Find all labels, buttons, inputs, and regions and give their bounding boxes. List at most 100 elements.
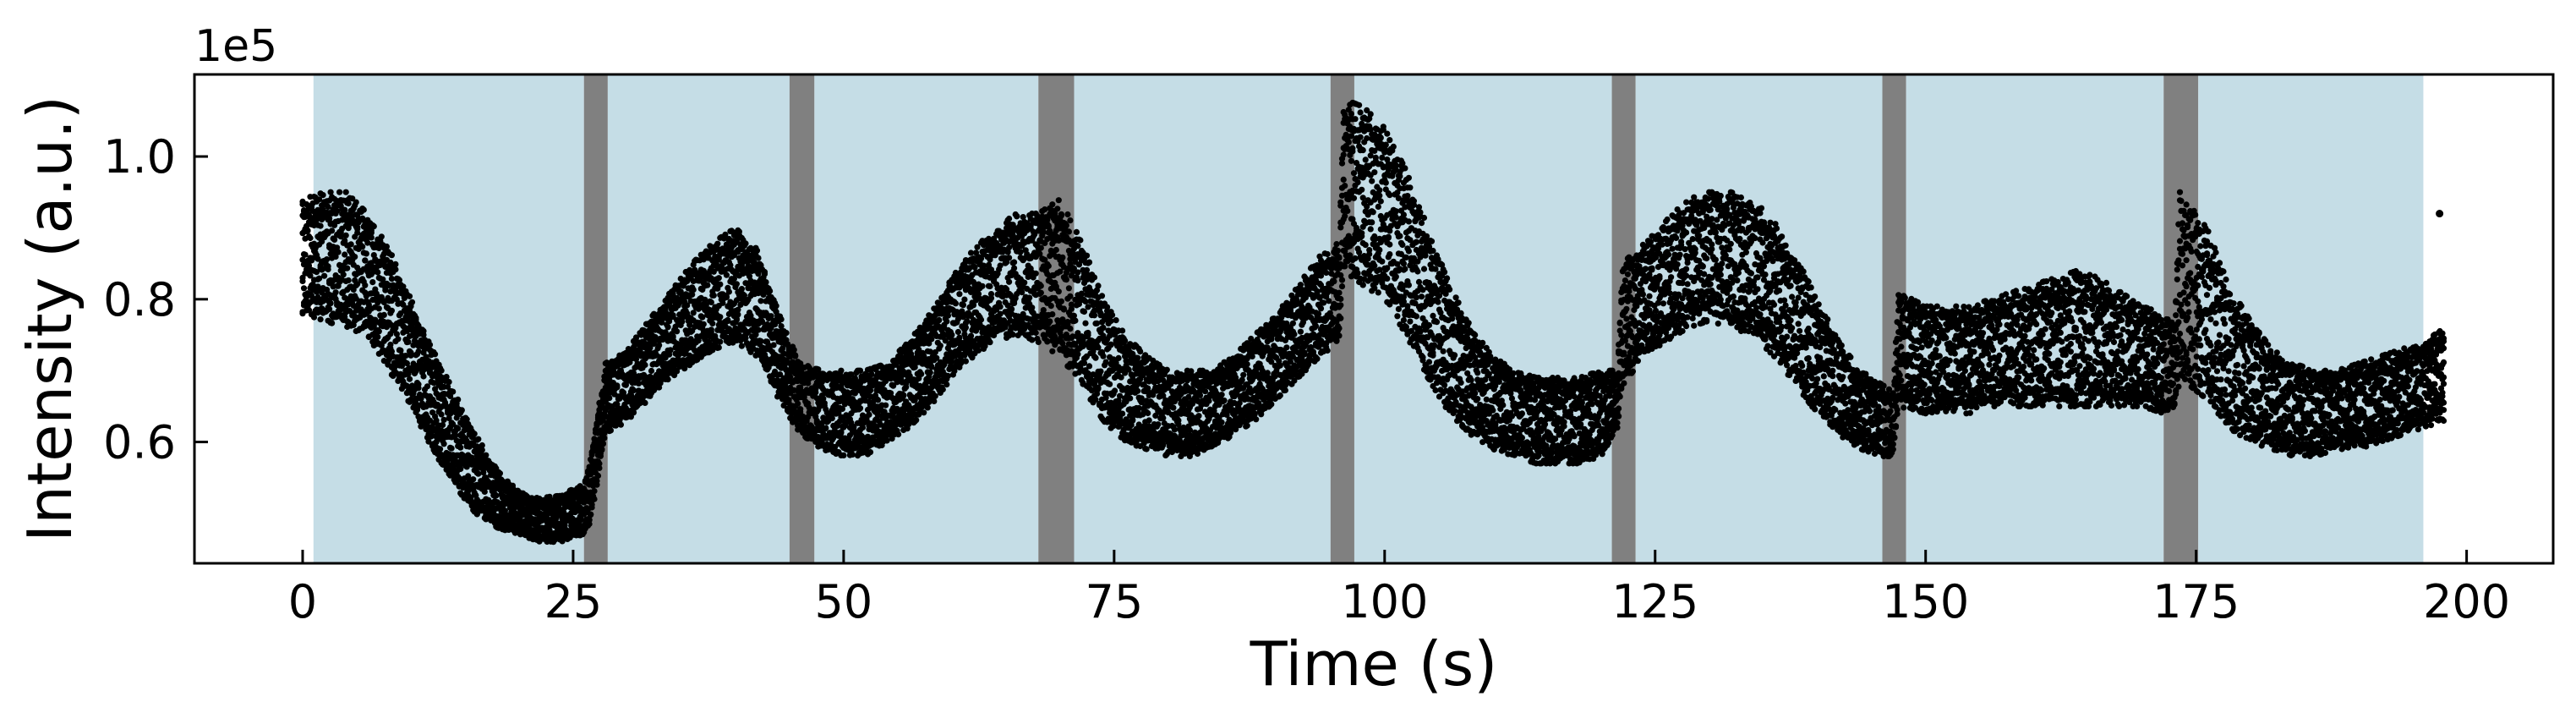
data-point [331, 236, 338, 243]
data-point [979, 282, 986, 289]
data-point [900, 392, 907, 398]
data-point [733, 281, 741, 288]
data-point [596, 460, 603, 467]
data-point [607, 427, 615, 434]
data-point [448, 445, 455, 452]
data-point [943, 381, 950, 388]
data-point [397, 347, 404, 354]
data-point [420, 373, 427, 380]
data-point [648, 367, 655, 375]
data-point [690, 287, 697, 293]
data-point [783, 330, 790, 337]
data-point [911, 364, 918, 370]
data-point [400, 301, 407, 308]
data-point [413, 315, 419, 321]
data-point [446, 379, 452, 386]
data-point [952, 300, 959, 307]
data-point [362, 257, 369, 264]
data-point [345, 200, 352, 207]
data-point [369, 279, 376, 286]
data-point [316, 196, 323, 203]
data-point [440, 421, 446, 429]
data-point [304, 228, 311, 234]
data-point [347, 241, 354, 248]
data-point [717, 281, 724, 288]
data-point [362, 282, 369, 288]
data-point [337, 233, 344, 240]
data-point [670, 333, 676, 340]
data-point [336, 189, 343, 195]
data-point [475, 470, 482, 477]
data-point [314, 255, 321, 262]
data-point [866, 411, 872, 418]
data-point [342, 251, 348, 258]
data-point [383, 243, 390, 250]
data-point [715, 275, 722, 282]
data-point [937, 343, 943, 349]
data-point [344, 265, 351, 272]
data-point [964, 318, 971, 325]
data-point [493, 492, 500, 499]
data-point [642, 361, 648, 369]
data-point [307, 272, 314, 279]
data-point [316, 275, 323, 282]
data-point [840, 452, 847, 459]
data-point [334, 207, 341, 215]
data-point [352, 254, 358, 261]
data-point [883, 402, 889, 409]
shaded-regions [313, 74, 2424, 563]
data-point [317, 316, 324, 323]
data-point [761, 268, 768, 276]
data-point [342, 206, 348, 213]
data-point [471, 431, 478, 437]
data-point [588, 511, 594, 518]
data-point [987, 291, 995, 298]
data-point [939, 386, 946, 393]
data-point [402, 353, 409, 359]
data-point [742, 240, 749, 247]
data-point [795, 400, 801, 407]
data-point [317, 222, 324, 229]
data-point [987, 282, 993, 290]
data-point [614, 384, 621, 391]
data-point [773, 303, 779, 310]
data-point [329, 228, 336, 234]
data-point [354, 226, 361, 233]
data-point [406, 293, 413, 299]
data-point [437, 446, 444, 452]
data-point [324, 256, 331, 263]
data-point [393, 331, 400, 337]
data-point [700, 321, 707, 327]
data-point [496, 470, 504, 477]
data-point [838, 367, 845, 374]
data-point [455, 396, 462, 403]
data-point [345, 225, 352, 232]
data-point [340, 272, 347, 278]
data-point [725, 288, 733, 295]
data-point [364, 239, 371, 246]
data-point [332, 289, 339, 296]
data-point [665, 324, 671, 331]
data-point [962, 358, 969, 365]
data-point [635, 380, 643, 387]
data-point [823, 425, 829, 431]
data-point [440, 441, 447, 447]
data-point [382, 287, 389, 293]
data-point [797, 406, 804, 413]
data-point [395, 336, 402, 343]
data-points [299, 99, 2447, 546]
data-point [387, 341, 394, 348]
data-point [375, 305, 382, 312]
data-point [642, 399, 648, 406]
data-point [849, 451, 856, 458]
data-point [392, 266, 399, 273]
data-point [913, 417, 920, 424]
data-point [305, 262, 313, 269]
data-point [438, 411, 445, 418]
data-point [730, 275, 738, 282]
data-point [458, 407, 465, 414]
data-point [670, 312, 676, 319]
data-point [342, 189, 349, 195]
data-point [735, 311, 741, 318]
